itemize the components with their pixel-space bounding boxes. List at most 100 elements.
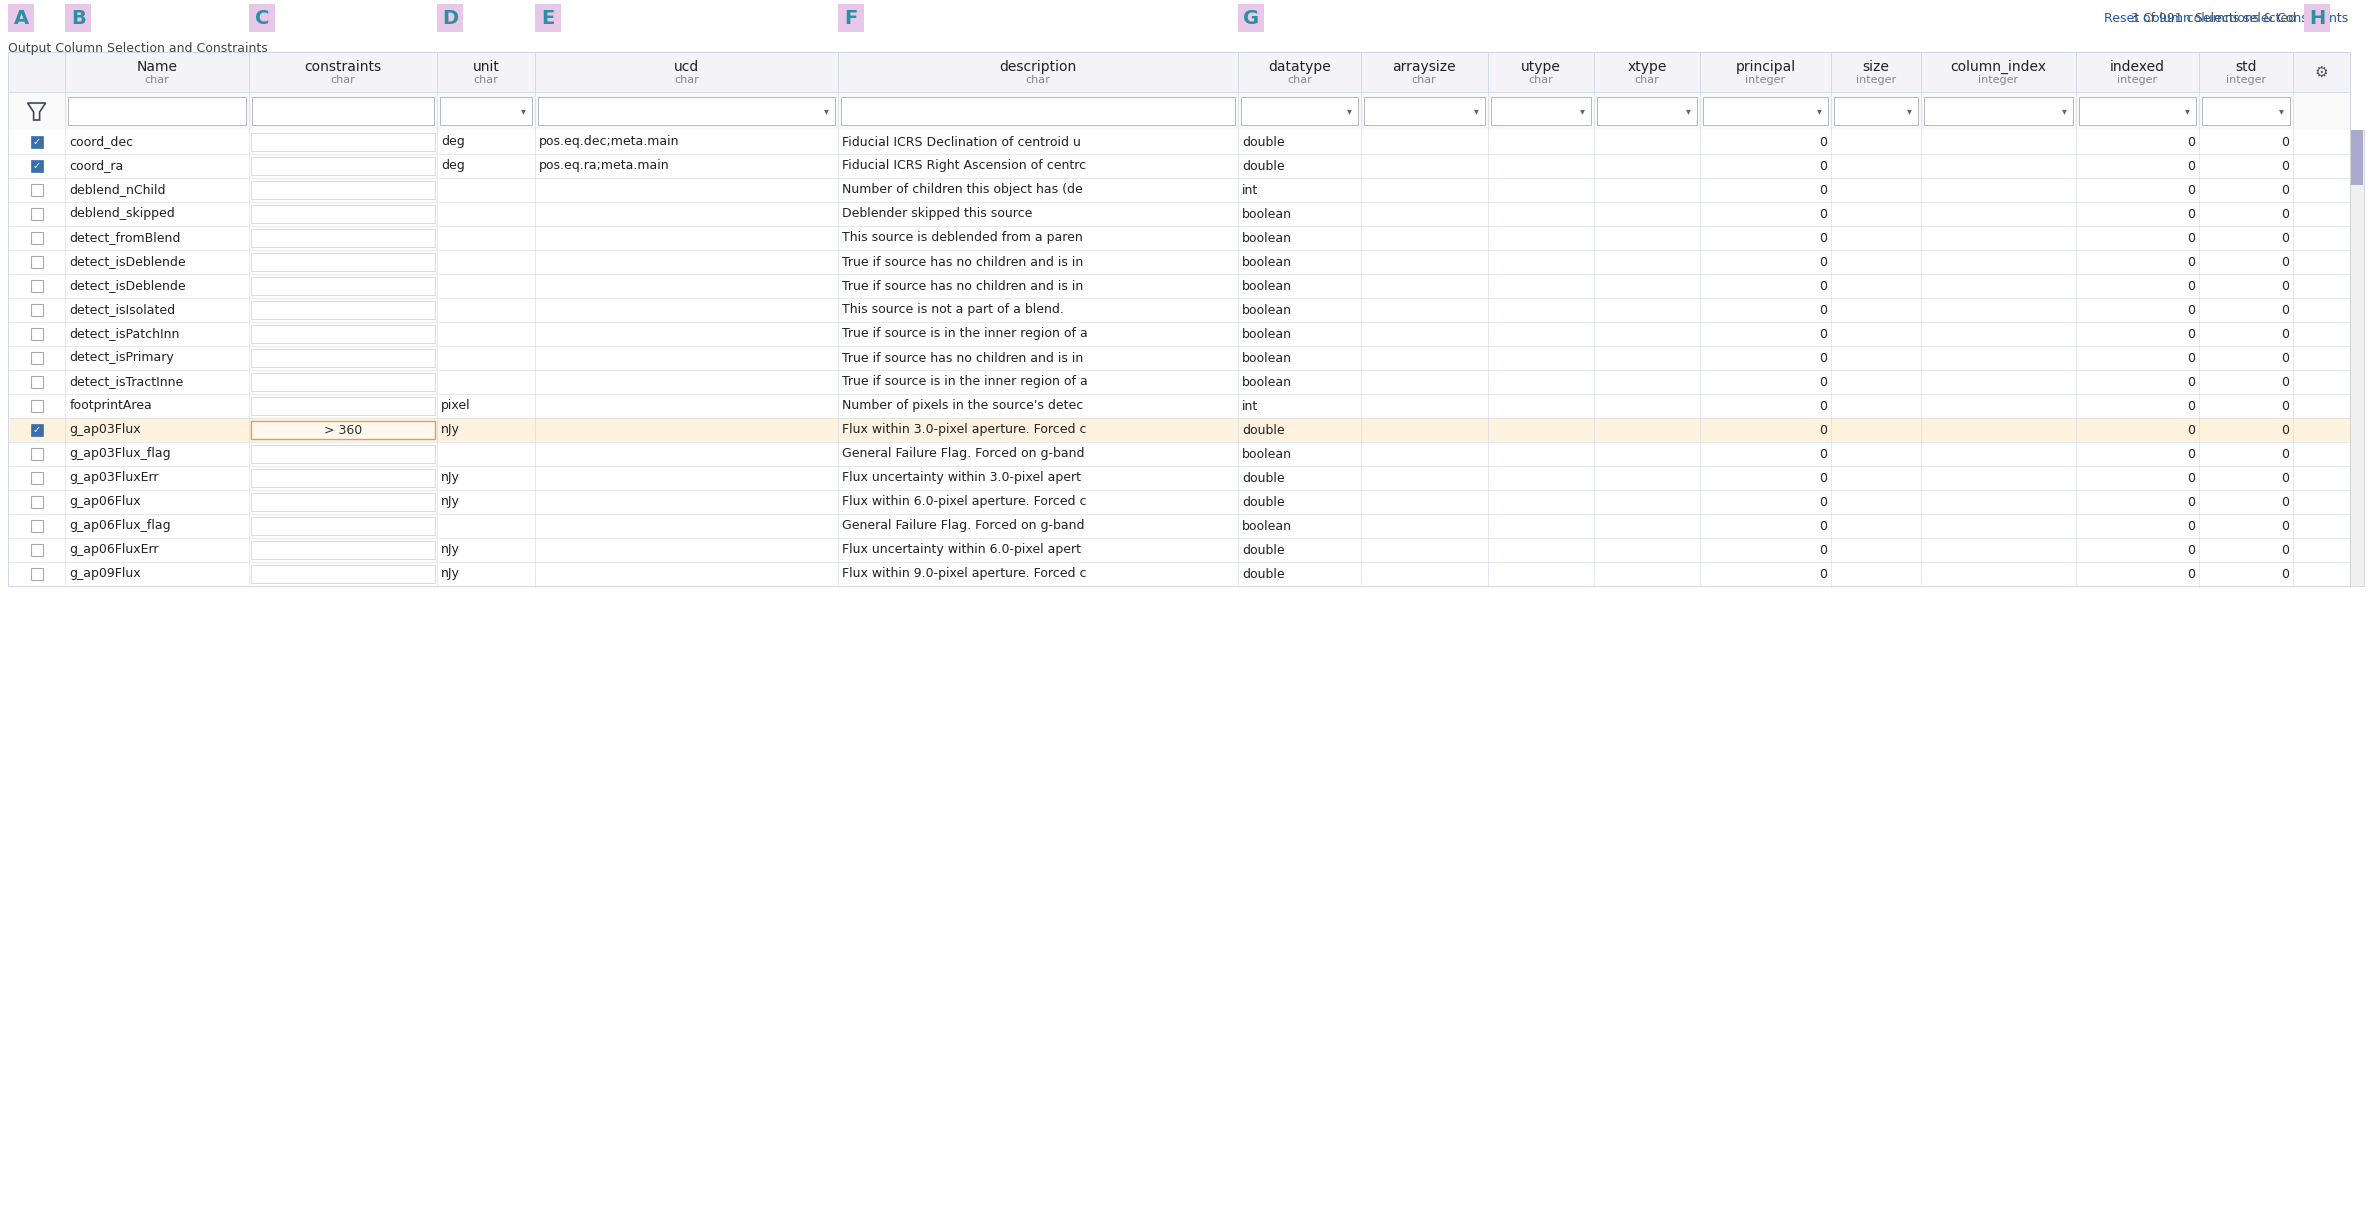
Bar [1834,97,1919,125]
Bar [251,325,434,343]
Text: B: B [71,9,85,28]
Text: 0: 0 [1819,568,1826,581]
Text: ▾: ▾ [2279,106,2284,116]
Bar [7,4,33,32]
Bar [2351,130,2363,185]
Text: 0: 0 [2187,568,2194,581]
Text: True if source has no children and is in: True if source has no children and is in [842,352,1084,364]
Bar [1238,4,1264,32]
Text: 0: 0 [2282,447,2289,460]
Text: detect_isDeblende: detect_isDeblende [69,279,185,292]
Bar [7,322,2351,346]
Bar [7,93,2351,130]
Text: Fiducial ICRS Right Ascension of centrc: Fiducial ICRS Right Ascension of centrc [842,160,1086,173]
Bar [251,301,434,319]
Text: double: double [1243,135,1286,149]
Text: 0: 0 [2282,207,2289,220]
Text: 0: 0 [2187,447,2194,460]
Bar [31,256,43,268]
Text: principal: principal [1736,60,1796,74]
Text: 0: 0 [1819,135,1826,149]
Bar [436,4,463,32]
Bar [31,352,43,364]
Bar [7,393,2351,418]
Text: deg: deg [441,135,465,149]
Bar [251,516,434,535]
Bar [7,418,2351,442]
Text: unit: unit [472,60,500,74]
Bar [7,442,2351,466]
Bar [7,561,2351,586]
Text: 0: 0 [1819,256,1826,268]
Bar [31,304,43,315]
Text: ▾: ▾ [1907,106,1912,116]
Text: 0: 0 [1819,160,1826,173]
Bar [31,280,43,292]
Bar [7,466,2351,490]
Bar [31,160,43,172]
Text: 0: 0 [1819,303,1826,317]
Text: Number of pixels in the source's detec: Number of pixels in the source's detec [842,400,1084,413]
Bar [7,370,2351,393]
Bar [251,421,434,438]
Text: utype: utype [1520,60,1561,74]
Bar [31,568,43,580]
Bar [251,205,434,223]
Text: ▾: ▾ [1580,106,1584,116]
Text: Flux within 9.0-pixel aperture. Forced c: Flux within 9.0-pixel aperture. Forced c [842,568,1086,581]
Text: 0: 0 [2282,543,2289,557]
Text: 0: 0 [2187,184,2194,196]
Text: 0: 0 [2282,471,2289,485]
Text: integer: integer [1746,76,1786,85]
Text: 0: 0 [2187,328,2194,341]
Text: 0: 0 [2187,352,2194,364]
Text: 0: 0 [2187,496,2194,508]
Text: deg: deg [441,160,465,173]
Text: Number of children this object has (de: Number of children this object has (de [842,184,1082,196]
Text: 0: 0 [2187,135,2194,149]
Text: nJy: nJy [441,568,460,581]
Bar [31,520,43,532]
Text: deblend_skipped: deblend_skipped [69,207,176,220]
Bar [7,227,2351,250]
Text: coord_ra: coord_ra [69,160,123,173]
Text: integer: integer [1855,76,1895,85]
Text: 0: 0 [1819,543,1826,557]
Text: 0: 0 [2282,135,2289,149]
Text: 0: 0 [2187,231,2194,245]
Bar [2080,97,2196,125]
Text: 0: 0 [1819,520,1826,532]
Bar [7,202,2351,227]
Text: g_ap03FluxErr: g_ap03FluxErr [69,471,159,485]
Text: pixel: pixel [441,400,470,413]
Text: General Failure Flag. Forced on g-band: General Failure Flag. Forced on g-band [842,447,1084,460]
Text: nJy: nJy [441,471,460,485]
Text: 0: 0 [2282,279,2289,292]
Text: integer: integer [1978,76,2019,85]
Bar [251,445,434,463]
Text: g_ap03Flux_flag: g_ap03Flux_flag [69,447,171,460]
Bar [1924,97,2073,125]
Text: pos.eq.ra;meta.main: pos.eq.ra;meta.main [538,160,669,173]
Text: True if source is in the inner region of a: True if source is in the inner region of… [842,375,1086,389]
Text: boolean: boolean [1243,207,1293,220]
Text: True if source has no children and is in: True if source has no children and is in [842,279,1084,292]
Text: double: double [1243,568,1286,581]
Text: boolean: boolean [1243,375,1293,389]
Text: ▾: ▾ [2061,106,2066,116]
Text: ▾: ▾ [522,106,527,116]
Text: boolean: boolean [1243,256,1293,268]
Text: double: double [1243,424,1286,436]
Text: nJy: nJy [441,424,460,436]
Text: ▾: ▾ [1347,106,1352,116]
Bar [251,541,434,559]
Text: > 360: > 360 [325,424,363,436]
Text: g_ap06Flux: g_ap06Flux [69,496,140,508]
Bar [1703,97,1829,125]
Text: nJy: nJy [441,496,460,508]
Bar [31,208,43,220]
Text: detect_isDeblende: detect_isDeblende [69,256,185,268]
Bar [31,400,43,412]
Text: 3 of 991 columns selected: 3 of 991 columns selected [2130,11,2296,24]
Bar [31,231,43,244]
